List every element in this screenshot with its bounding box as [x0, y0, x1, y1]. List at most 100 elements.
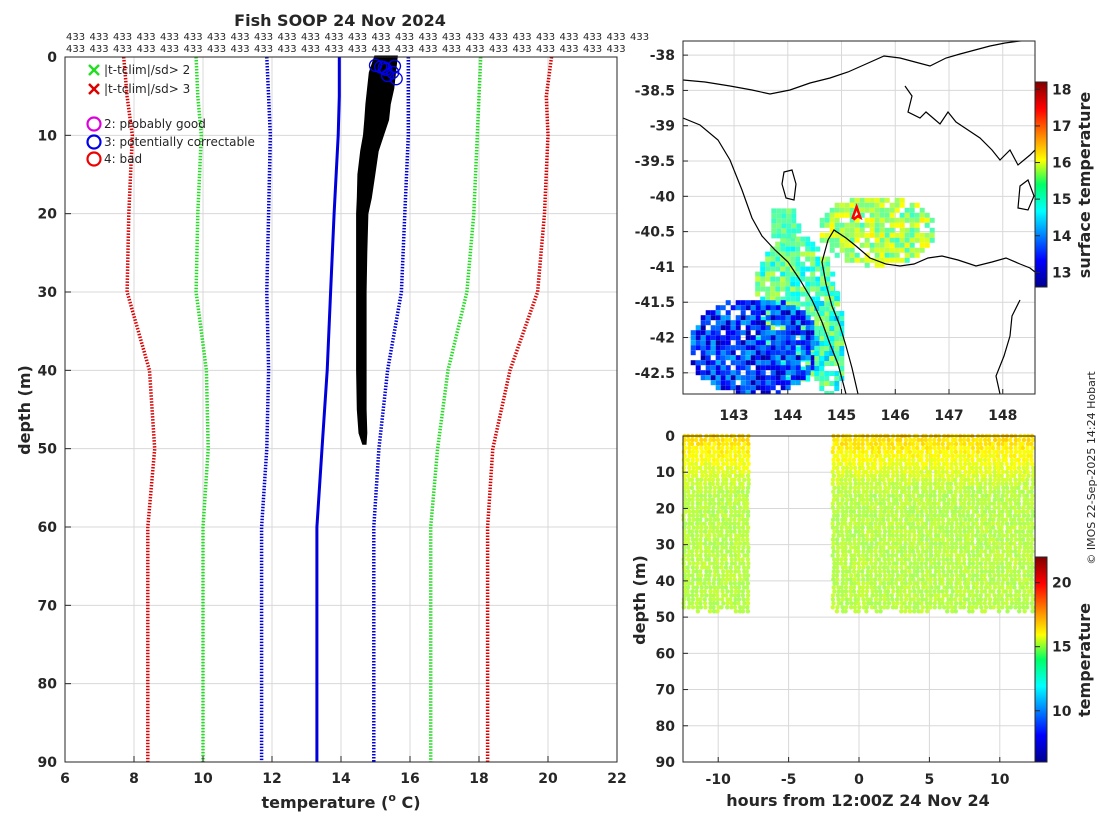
temperature-point — [878, 561, 883, 566]
temperature-point — [887, 545, 892, 550]
sst-pixel — [904, 242, 910, 248]
temperature-point — [686, 593, 691, 598]
temperature-point — [925, 609, 930, 614]
temperature-point — [911, 525, 917, 530]
sst-pixel — [720, 335, 726, 341]
temperature-point — [1004, 477, 1009, 482]
sst-pixel — [864, 232, 870, 238]
sst-pixel — [814, 356, 820, 361]
sst-pixel — [730, 345, 736, 351]
temperature-point — [963, 549, 968, 554]
temperature-point — [982, 601, 987, 606]
temperature-point — [881, 441, 887, 447]
temperature-point — [904, 461, 909, 467]
temperature-point — [873, 525, 879, 530]
temperature-point — [961, 573, 967, 578]
temperature-point — [988, 565, 993, 570]
temperature-point — [996, 605, 1001, 610]
temperature-point — [1021, 553, 1026, 558]
sst-pixel — [725, 340, 731, 346]
temperature-point — [958, 605, 963, 610]
temperature-point — [693, 437, 699, 443]
temperature-point — [936, 457, 941, 463]
temperature-point — [836, 585, 841, 590]
sst-pixel — [819, 336, 825, 341]
temperature-point — [711, 437, 716, 443]
temperature-point — [907, 489, 912, 494]
temperature-point — [988, 477, 993, 482]
temperature-point — [877, 449, 882, 455]
temperature-point — [843, 545, 848, 550]
temperature-point — [962, 477, 968, 482]
sst-pixel — [834, 217, 840, 223]
temperature-point — [890, 585, 895, 590]
temperature-point — [970, 529, 975, 534]
temperature-point — [857, 565, 862, 570]
count-label: 433 — [113, 32, 132, 43]
temperature-point — [720, 501, 725, 506]
temperature-point — [699, 445, 704, 451]
temperature-point — [698, 509, 703, 514]
temperature-point — [847, 461, 853, 467]
sst-pixel — [834, 301, 840, 306]
sst-pixel — [909, 222, 915, 228]
temperature-point — [970, 561, 976, 566]
temperature-point — [740, 437, 746, 443]
temperature-point — [937, 477, 942, 482]
temperature-point — [723, 525, 729, 530]
sst-pixel — [750, 350, 756, 356]
temperature-point — [966, 541, 971, 546]
temperature-point — [906, 585, 912, 590]
temperature-point — [698, 501, 703, 506]
temperature-point — [882, 597, 887, 602]
flag-marker — [377, 61, 391, 75]
temperature-point — [906, 457, 912, 463]
temperature-point — [706, 581, 712, 586]
temperature-point — [890, 481, 896, 486]
temperature-point — [979, 461, 984, 467]
temperature-point — [703, 525, 709, 530]
sst-pixel — [750, 345, 756, 351]
temperature-point — [746, 477, 751, 482]
temperature-point — [712, 517, 717, 522]
sst-pixel — [776, 223, 782, 229]
temperature-point — [991, 589, 996, 594]
temperature-point — [1024, 493, 1030, 498]
temperature-point — [742, 453, 747, 459]
temperature-point — [915, 561, 920, 566]
temperature-point — [831, 557, 837, 562]
temperature-point — [702, 601, 708, 606]
sst-pixel — [720, 345, 726, 351]
temperature-point — [1004, 485, 1010, 490]
sst-pixel — [800, 350, 806, 356]
temperature-point — [1021, 593, 1026, 598]
temperature-point — [966, 605, 972, 610]
temperature-point — [986, 593, 992, 598]
temperature-point — [831, 549, 836, 554]
temperature-point — [737, 573, 742, 578]
temperature-point — [737, 529, 742, 534]
temperature-point — [857, 469, 862, 475]
temperature-point — [978, 601, 983, 606]
temperature-point — [686, 597, 691, 602]
temperature-point — [732, 469, 737, 475]
temperature-point — [1029, 557, 1034, 562]
temperature-point — [737, 485, 742, 490]
climatology-line — [485, 56, 554, 762]
temperature-point — [915, 489, 920, 494]
temperature-point — [848, 485, 853, 490]
temperature-point — [953, 549, 958, 554]
temperature-point — [694, 585, 700, 590]
sst-pixel — [720, 380, 726, 386]
temperature-point — [1012, 465, 1017, 471]
temperature-point — [921, 445, 926, 451]
temperature-point — [711, 605, 716, 610]
temperature-point — [953, 541, 959, 546]
temperature-point — [975, 445, 981, 451]
temperature-point — [886, 557, 891, 562]
sst-pixel — [760, 296, 766, 302]
temperature-point — [898, 461, 903, 467]
temperature-point — [1021, 557, 1027, 562]
temperature-point — [1025, 553, 1030, 558]
temperature-point — [736, 501, 741, 506]
